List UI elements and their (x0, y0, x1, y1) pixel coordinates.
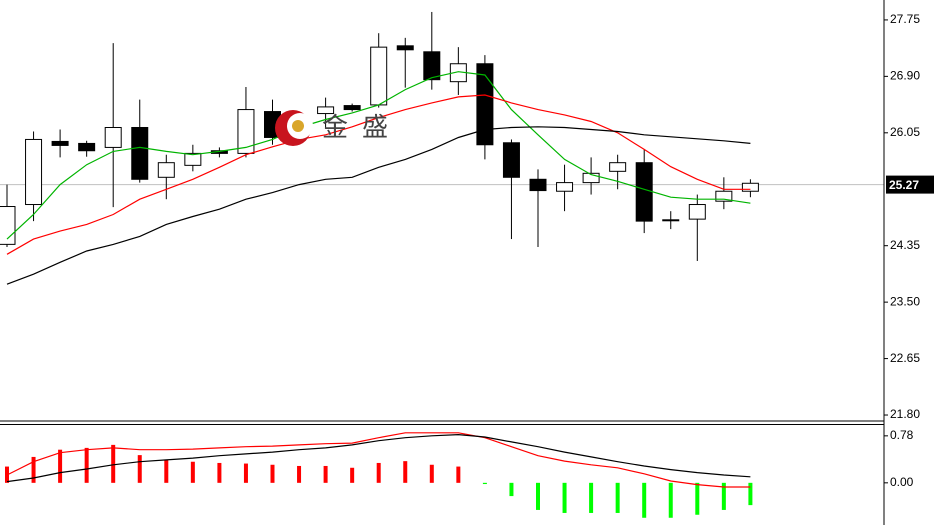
candle-body (741, 182, 759, 192)
line-series (6, 433, 751, 483)
candle-body (556, 182, 574, 192)
macd-panel: 0.78 0.00 (5, 428, 914, 518)
histogram-bar (509, 482, 514, 497)
histogram-bar (350, 467, 355, 483)
logo-dot (292, 120, 304, 132)
price-panel: 27.75 26.90 26.05 24.35 23.50 22.65 21.80 25.27 (0, 11, 934, 421)
line-series (6, 432, 751, 488)
watermark-logo: 金盛 (275, 110, 402, 146)
y-tick-label: 22.65 (890, 351, 920, 365)
line-series (6, 71, 751, 240)
candle-body (317, 106, 335, 115)
candle-body (25, 138, 43, 206)
y-tick-label: 23.50 (890, 294, 920, 308)
histogram-bar (615, 482, 620, 513)
candle-body (502, 142, 520, 178)
candle-body (157, 162, 175, 178)
line-series (6, 94, 751, 255)
histogram-bar (536, 482, 540, 510)
histogram-bar (297, 465, 302, 483)
candle-body (184, 152, 202, 166)
candle-body (51, 140, 69, 146)
histogram-bar (190, 461, 195, 483)
candle-body (688, 204, 706, 220)
y-tick-label: 24.35 (890, 238, 920, 252)
y-tick-label: 26.90 (890, 69, 920, 83)
candle-body (78, 142, 96, 152)
candle-body (476, 63, 494, 146)
histogram-bar (243, 463, 248, 483)
y-tick-label: 0.00 (890, 475, 914, 489)
candle-body (343, 105, 361, 111)
histogram-bar (482, 482, 487, 485)
candle-body (529, 178, 547, 192)
histogram-bar (456, 466, 461, 483)
histogram-bar (164, 459, 169, 483)
histogram-bar (589, 482, 594, 513)
candle-body (131, 126, 149, 180)
histogram-bar (668, 482, 673, 518)
histogram-bar (721, 482, 726, 510)
candle-body (396, 45, 414, 51)
histogram-bar (58, 449, 63, 483)
histogram-bar (31, 456, 36, 483)
histogram-bar (562, 482, 567, 513)
histogram-bar (323, 465, 328, 483)
candle-body (104, 126, 122, 148)
last-price-box (886, 175, 934, 194)
histogram-bar (270, 464, 275, 483)
histogram-bar (403, 461, 408, 483)
histogram-bar (642, 482, 647, 518)
candle-body (423, 51, 441, 81)
candle-body (662, 219, 680, 222)
candle-body (715, 190, 733, 202)
histogram-bar (137, 455, 142, 483)
y-tick-label: 27.75 (890, 12, 920, 26)
histogram-bar (376, 462, 381, 483)
candle-body (582, 172, 600, 184)
histogram-bar (695, 482, 700, 515)
histogram-bar (84, 447, 89, 483)
last-price-label: 25.27 (889, 178, 919, 192)
y-tick-label: 21.80 (890, 407, 920, 421)
candle-body (370, 46, 388, 106)
candle-body (609, 162, 627, 172)
histogram-bar (217, 462, 222, 483)
watermark: 金盛 (322, 112, 402, 142)
y-tick-label: 26.05 (890, 125, 920, 139)
histogram-bar (429, 464, 434, 483)
y-tick-label: 0.78 (890, 428, 914, 442)
histogram-bar (748, 482, 753, 506)
candle-body (635, 162, 653, 222)
candle-body (237, 109, 255, 154)
line-series (6, 126, 751, 285)
histogram-bar (111, 444, 116, 483)
